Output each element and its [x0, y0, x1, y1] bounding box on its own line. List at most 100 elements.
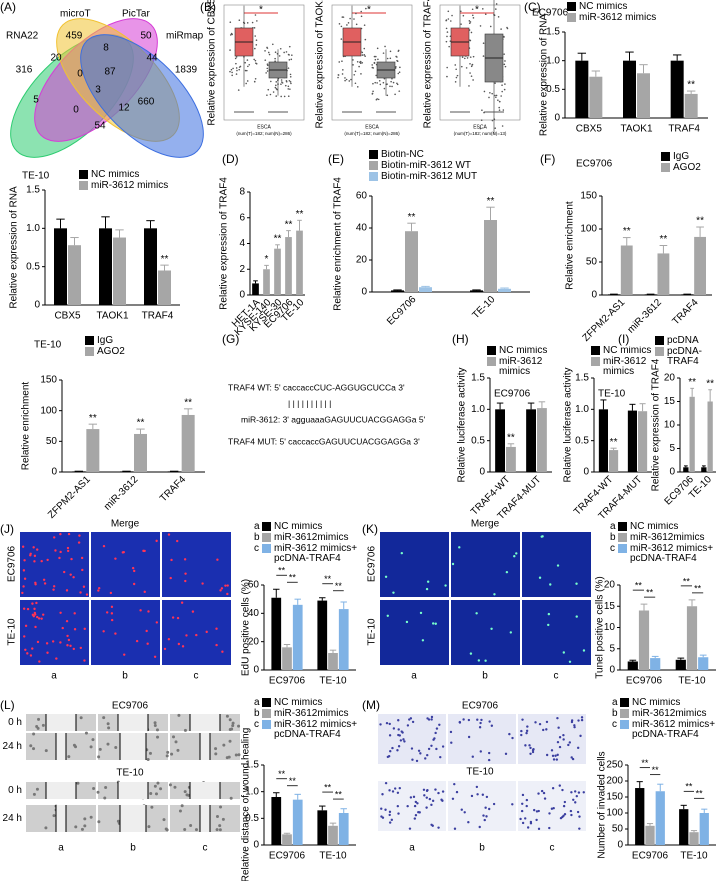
cell	[386, 614, 389, 618]
cell	[83, 659, 86, 662]
legend-swatch	[262, 522, 271, 531]
legend-label: miR-3612 mimics	[603, 356, 647, 377]
bar	[655, 791, 665, 845]
cell	[178, 809, 182, 813]
significance: **	[161, 254, 169, 265]
sample-dot	[506, 26, 508, 29]
legend-entry: miR-3612 mimics	[590, 357, 654, 377]
cell	[488, 720, 491, 723]
venn-count: 3	[95, 85, 101, 96]
cell	[131, 566, 135, 570]
cell	[435, 747, 438, 751]
cell	[482, 814, 485, 817]
bar	[144, 228, 157, 305]
cell	[570, 813, 573, 817]
sample-dot	[462, 14, 465, 17]
cell	[484, 659, 487, 662]
cell	[92, 786, 96, 790]
cell	[187, 793, 191, 797]
cell	[42, 613, 45, 616]
cell	[34, 613, 37, 616]
cell	[35, 787, 39, 791]
cell	[44, 826, 48, 830]
legend-entry: miR-3612 mimics	[78, 181, 218, 191]
sample-dot	[266, 70, 269, 72]
bar	[292, 799, 303, 845]
cell	[172, 735, 176, 739]
cell	[520, 733, 523, 737]
sample-dot	[338, 61, 341, 63]
cell	[526, 826, 530, 829]
sample-dot	[495, 96, 497, 99]
cell	[67, 532, 71, 536]
bar	[252, 283, 259, 295]
cell	[476, 718, 479, 721]
sample-dot	[389, 57, 392, 60]
cell	[84, 731, 88, 735]
wound-gap	[56, 733, 66, 760]
cell	[24, 624, 28, 628]
cell	[542, 791, 546, 795]
legend-key: b	[612, 708, 618, 719]
cell	[574, 801, 577, 804]
sample-dot	[360, 15, 363, 18]
sample-dot	[289, 76, 292, 78]
micrograph-title: Merge	[111, 519, 140, 530]
micrograph	[451, 600, 520, 665]
legend-entry: NC mimics	[566, 2, 716, 12]
cell	[430, 803, 433, 807]
wound-gap	[120, 805, 146, 832]
legend-swatch	[620, 709, 629, 718]
cell	[392, 727, 396, 730]
cell	[577, 719, 580, 722]
significance: **	[285, 219, 293, 230]
cell	[62, 570, 66, 574]
legend-label: miR-3612mimics	[632, 708, 707, 719]
cell	[431, 799, 435, 803]
legend-key: b	[254, 532, 260, 543]
cell	[52, 585, 56, 588]
cell	[521, 718, 524, 721]
sample-dot	[274, 57, 276, 60]
cell	[67, 638, 71, 642]
cell	[384, 781, 388, 785]
cell	[391, 746, 394, 750]
legend-entry: c miR-3612 mimics+ pcDNA-TRAF4	[612, 720, 720, 740]
sample-dot	[238, 68, 241, 71]
sample-dot	[451, 14, 453, 17]
y-tick-label: 0	[361, 287, 367, 298]
sample-dot	[371, 64, 373, 66]
cell	[379, 723, 382, 726]
cell	[69, 573, 72, 576]
bar	[701, 467, 707, 472]
cell	[205, 630, 208, 634]
sequence-line: | | | | | | | | | |	[288, 398, 331, 408]
cell	[561, 815, 564, 819]
bar	[282, 647, 292, 670]
y-tick-label: 50	[586, 257, 598, 268]
sample-dot	[363, 24, 366, 26]
panel-label: (J)	[0, 522, 14, 536]
cell	[73, 628, 77, 631]
cell	[450, 741, 453, 744]
bracket-label: **	[324, 574, 332, 584]
cell	[146, 642, 149, 645]
bracket-label: **	[278, 769, 286, 779]
sample-dot	[501, 90, 503, 93]
sample-dot	[470, 65, 473, 68]
sample-dot	[469, 72, 471, 74]
sample-dot	[354, 70, 357, 73]
x-tick-label: TRAF4	[668, 124, 700, 135]
legend-label: miR-3612 mimics+ pcDNA-TRAF4	[632, 719, 716, 740]
cell	[219, 589, 222, 592]
cell	[215, 828, 219, 832]
venn-set	[80, 34, 204, 158]
cell	[492, 802, 496, 806]
significance: **	[274, 233, 282, 244]
col-label: c	[203, 843, 208, 854]
cell	[525, 729, 529, 733]
y-tick-label: 6	[239, 212, 245, 223]
sample-dot	[461, 56, 464, 58]
y-tick-label: 4	[239, 238, 245, 249]
